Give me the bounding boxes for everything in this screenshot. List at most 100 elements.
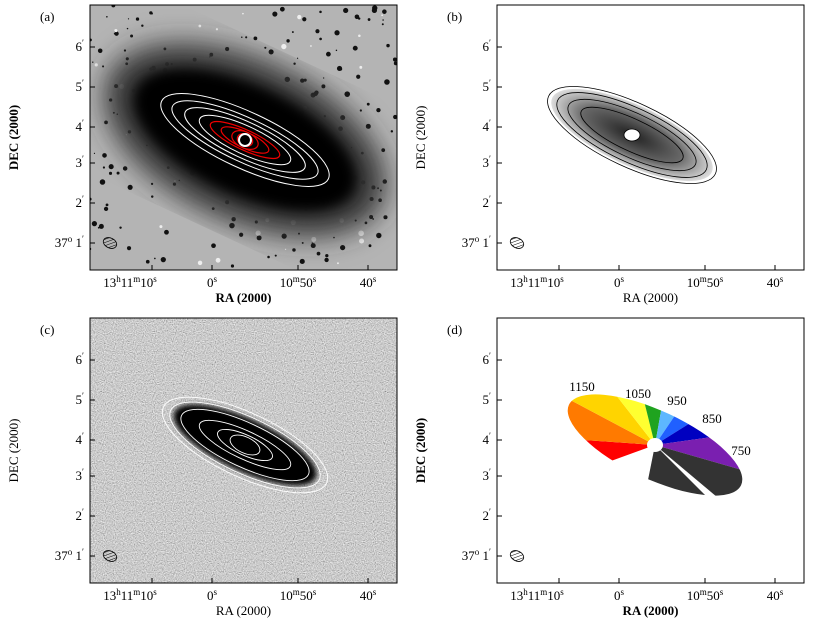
star xyxy=(393,61,397,66)
tick-label: 0s xyxy=(207,587,218,603)
star xyxy=(255,230,261,236)
star xyxy=(357,17,361,20)
contour xyxy=(217,428,273,462)
tick-label: 5′ xyxy=(483,391,492,407)
tick-main: 4 xyxy=(483,432,490,447)
panel-image xyxy=(90,318,397,583)
star xyxy=(268,49,274,55)
tick-sup: s xyxy=(153,587,157,597)
star xyxy=(340,244,346,251)
tick-label: 10m50s xyxy=(280,274,317,290)
star xyxy=(319,10,322,14)
tick-sup: ′ xyxy=(489,391,491,401)
velocity-label: 950 xyxy=(667,393,687,408)
tick-main: 1 xyxy=(479,548,489,563)
star xyxy=(316,251,321,256)
star xyxy=(386,43,390,48)
velocity-label: 850 xyxy=(702,411,722,426)
tick-label: 37o 1′ xyxy=(462,234,491,250)
star xyxy=(274,254,277,257)
y-axis-label: DEC (2000) xyxy=(6,419,21,483)
star xyxy=(366,102,370,106)
tick-label: 13h11m10s xyxy=(103,274,157,290)
tick-main: 1 xyxy=(72,235,82,250)
star xyxy=(319,37,322,41)
tick-label: 4′ xyxy=(483,431,492,447)
tick-sup: m xyxy=(700,587,707,597)
velocity-label: 750 xyxy=(731,443,751,458)
frame xyxy=(89,317,398,584)
frame xyxy=(496,317,805,584)
tick-sup: ′ xyxy=(489,547,491,557)
star xyxy=(159,225,163,229)
star xyxy=(126,246,132,251)
tick-sup: ′ xyxy=(489,234,491,244)
star xyxy=(359,238,365,244)
panel-image xyxy=(90,5,397,270)
tick-main: 3 xyxy=(76,468,83,483)
star xyxy=(321,84,326,89)
star xyxy=(127,184,133,190)
tick-main: 40 xyxy=(360,588,373,603)
x-axis-label: RA (2000) xyxy=(216,603,271,618)
tick-sup: h xyxy=(116,274,121,284)
beam xyxy=(102,550,118,562)
star xyxy=(371,7,378,14)
tick-label: 10m50s xyxy=(687,587,724,603)
contour xyxy=(198,114,292,166)
galaxy xyxy=(173,404,317,486)
star xyxy=(359,109,362,112)
tick-main: 10 xyxy=(280,588,293,603)
tick-label: 4′ xyxy=(483,118,492,134)
tick-label: 5′ xyxy=(76,78,85,94)
star xyxy=(99,179,106,185)
tick-sup: m xyxy=(540,274,547,284)
star xyxy=(303,78,307,82)
star xyxy=(334,30,340,36)
star xyxy=(122,166,128,171)
star xyxy=(116,171,120,175)
tick-main: 3 xyxy=(483,155,490,170)
tick-main: 10 xyxy=(547,275,560,290)
star xyxy=(336,65,343,72)
tick-label: 4′ xyxy=(76,431,85,447)
tick-label: 40s xyxy=(360,274,377,290)
tick-main: 6 xyxy=(76,39,83,54)
star xyxy=(94,63,98,67)
tick-main: 5 xyxy=(483,392,490,407)
tick-main: 2 xyxy=(483,508,490,523)
tick-main: 1 xyxy=(72,548,82,563)
tick-main: 40 xyxy=(360,275,373,290)
star xyxy=(281,233,287,239)
velocity-wedge xyxy=(554,374,655,445)
star xyxy=(267,255,270,259)
tick-sup: ′ xyxy=(489,467,491,477)
tick-label: 2′ xyxy=(76,507,85,523)
star xyxy=(376,232,382,239)
star xyxy=(164,229,169,235)
star xyxy=(381,148,386,153)
tick-sup: s xyxy=(373,587,377,597)
star xyxy=(358,34,361,37)
tick-sup: s xyxy=(213,274,217,284)
tick-main: 40 xyxy=(767,275,780,290)
tick-main: 6 xyxy=(483,39,490,54)
star xyxy=(114,29,118,33)
star xyxy=(293,62,296,65)
star xyxy=(151,195,154,198)
star xyxy=(382,19,384,21)
tick-main: 50 xyxy=(300,275,313,290)
star xyxy=(382,9,387,14)
star xyxy=(135,17,140,21)
tick-label: 40s xyxy=(767,274,784,290)
tick-label: 6′ xyxy=(483,351,492,367)
star xyxy=(333,236,335,239)
red-contour xyxy=(209,120,281,160)
tick-main: 13 xyxy=(103,275,116,290)
star xyxy=(104,120,108,125)
star xyxy=(376,107,381,113)
tick-main: 50 xyxy=(300,588,313,603)
star xyxy=(368,244,372,248)
tick-sup: m xyxy=(700,274,707,284)
tick-label: 4′ xyxy=(76,118,85,134)
